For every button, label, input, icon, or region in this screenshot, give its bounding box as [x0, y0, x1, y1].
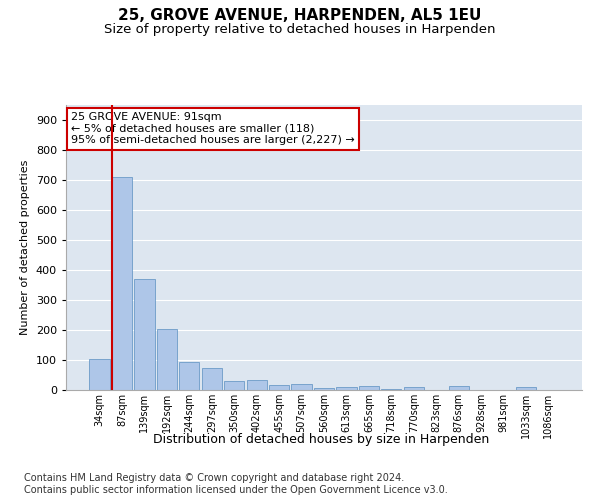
Bar — [202, 368, 222, 390]
Bar — [449, 386, 469, 390]
Bar — [134, 279, 155, 390]
Bar — [269, 385, 289, 390]
Bar — [157, 328, 177, 390]
Bar — [112, 177, 132, 390]
Bar — [381, 388, 401, 390]
Text: 25, GROVE AVENUE, HARPENDEN, AL5 1EU: 25, GROVE AVENUE, HARPENDEN, AL5 1EU — [118, 8, 482, 22]
Bar — [337, 387, 356, 390]
Text: 25 GROVE AVENUE: 91sqm
← 5% of detached houses are smaller (118)
95% of semi-det: 25 GROVE AVENUE: 91sqm ← 5% of detached … — [71, 112, 355, 146]
Bar — [516, 387, 536, 390]
Bar — [179, 362, 199, 390]
Bar — [89, 360, 110, 390]
Bar — [404, 387, 424, 390]
Y-axis label: Number of detached properties: Number of detached properties — [20, 160, 30, 335]
Text: Contains HM Land Registry data © Crown copyright and database right 2024.
Contai: Contains HM Land Registry data © Crown c… — [24, 474, 448, 495]
Bar — [224, 381, 244, 390]
Text: Distribution of detached houses by size in Harpenden: Distribution of detached houses by size … — [153, 432, 489, 446]
Bar — [314, 388, 334, 390]
Bar — [247, 380, 267, 390]
Text: Size of property relative to detached houses in Harpenden: Size of property relative to detached ho… — [104, 22, 496, 36]
Bar — [292, 384, 311, 390]
Bar — [359, 386, 379, 390]
